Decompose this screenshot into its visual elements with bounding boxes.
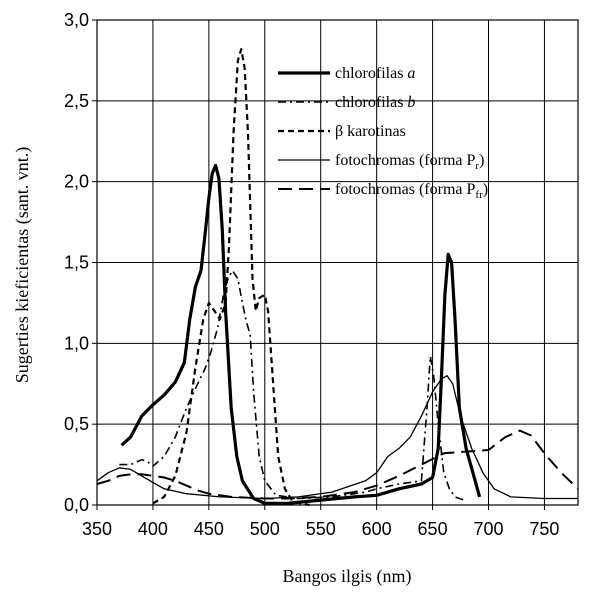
series-lines: [96, 48, 579, 507]
x-tick-label: 750: [529, 519, 559, 539]
legend-label-4: fotochromas (forma Pr): [335, 152, 484, 172]
legend-label-tail: ): [479, 152, 484, 169]
y-tick-label: 1,0: [64, 333, 89, 353]
legend-label-tail: ): [483, 181, 488, 198]
legend-label-main: fotochromas (forma P: [335, 152, 476, 169]
y-tick-label: 2,5: [64, 91, 89, 111]
y-tick-label: 1,5: [64, 253, 89, 273]
legend-label-subscript: r: [475, 160, 479, 172]
x-tick-label: 400: [138, 519, 168, 539]
grid: [96, 19, 578, 506]
y-axis-ticks: 0,0 0,5 1,0 1,5 2,0 2,5 3,0: [64, 10, 97, 515]
legend-label-main: fotochromas (forma P: [335, 181, 476, 198]
legend-label-5: fotochromas (forma Pfr): [335, 181, 488, 201]
legend-label-subscript: fr: [475, 189, 483, 201]
x-tick-label: 650: [418, 519, 448, 539]
x-tick-label: 600: [362, 519, 392, 539]
y-tick-label: 0,0: [64, 495, 89, 515]
series-line-3: [152, 48, 310, 507]
x-tick-label: 450: [194, 519, 224, 539]
series-line-2: [119, 269, 465, 501]
legend-label-1: chlorofilas a: [335, 65, 415, 82]
legend-label-main: β karotinas: [335, 123, 406, 140]
y-axis-label: Sugerties kieficientas (sant. vnt.): [12, 147, 33, 383]
legend-label-3: β karotinas: [335, 123, 406, 140]
y-tick-label: 2,0: [64, 172, 89, 192]
legend-label-main: chlorofilas: [335, 94, 407, 111]
legend-label-main: chlorofilas: [335, 65, 407, 82]
x-axis-label: Bangos ilgis (nm): [283, 566, 412, 587]
series-line-5: [96, 429, 579, 500]
x-tick-label: 550: [306, 519, 336, 539]
x-tick-label: 350: [82, 519, 112, 539]
series-line-4: [96, 375, 578, 500]
y-tick-label: 0,5: [64, 414, 89, 434]
x-tick-label: 700: [473, 519, 503, 539]
legend-label-italic: b: [407, 94, 415, 111]
x-axis-ticks: 350 400 450 500 550 600 650 700 750: [82, 505, 559, 539]
x-tick-label: 500: [250, 519, 280, 539]
legend-label-2: chlorofilas b: [335, 94, 415, 111]
legend-label-italic: a: [407, 65, 415, 82]
y-tick-label: 3,0: [64, 10, 89, 30]
series-line-1: [120, 163, 482, 505]
